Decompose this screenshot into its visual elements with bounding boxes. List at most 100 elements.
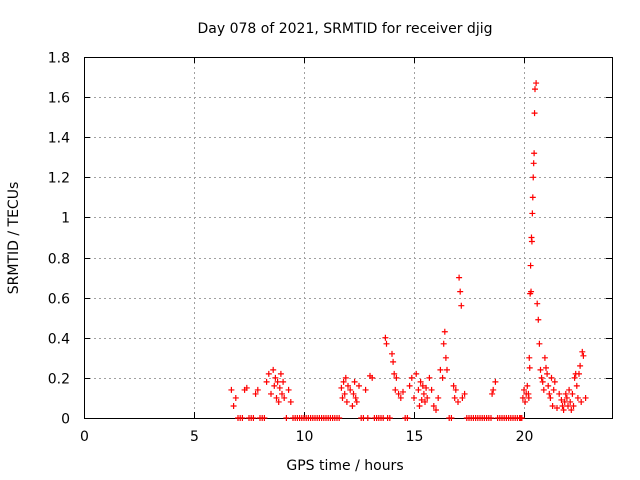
data-point: [563, 394, 570, 401]
data-point: [424, 394, 431, 401]
data-point: [283, 415, 290, 421]
data-point: [389, 350, 395, 357]
data-point: [456, 274, 463, 281]
data-point: [274, 378, 281, 385]
data-point: [280, 378, 287, 385]
data-point: [228, 386, 235, 393]
data-point: [574, 394, 581, 401]
data-point: [442, 354, 449, 361]
data-point: [243, 384, 250, 391]
data-point: [551, 378, 558, 385]
data-point: [433, 406, 439, 413]
data-point: [343, 398, 350, 405]
data-point: [558, 396, 565, 403]
data-point: [263, 378, 270, 385]
data-point: [397, 394, 404, 401]
data-point: [345, 382, 351, 389]
y-tick-label: 0.6: [48, 292, 70, 308]
data-point: [489, 390, 496, 397]
data-point: [390, 358, 397, 365]
data-point: [418, 396, 425, 403]
data-point: [543, 364, 549, 371]
data-point: [545, 382, 552, 389]
data-point: [534, 300, 541, 307]
data-point: [287, 398, 294, 405]
data-point: [556, 390, 563, 397]
y-tick-label: 1.2: [48, 171, 70, 187]
data-point: [411, 394, 417, 401]
data-point: [404, 415, 411, 421]
data-point: [279, 390, 285, 397]
y-axis-label: SRMTID / TECUs: [6, 182, 22, 295]
data-point: [567, 398, 574, 405]
data-point: [576, 370, 582, 377]
data-point: [521, 386, 527, 393]
data-point: [527, 262, 534, 269]
data-point: [416, 402, 423, 409]
data-point: [559, 402, 566, 409]
data-point: [356, 382, 362, 389]
y-tick-label: 1: [61, 211, 70, 227]
data-point: [524, 382, 531, 389]
data-point: [268, 390, 274, 397]
data-point: [338, 384, 345, 391]
data-point: [423, 384, 430, 391]
data-point: [530, 174, 537, 181]
data-point: [426, 374, 433, 381]
x-tick-label: 15: [406, 429, 424, 445]
data-point: [522, 398, 529, 405]
data-point: [538, 374, 545, 381]
data-point: [353, 398, 360, 405]
data-point: [562, 390, 569, 397]
data-point: [539, 378, 546, 385]
y-tick-label: 0.2: [48, 372, 70, 388]
data-point: [578, 398, 585, 405]
data-point: [272, 374, 279, 381]
data-point: [422, 398, 428, 405]
data-point: [550, 386, 557, 393]
data-point: [391, 370, 398, 377]
data-point: [230, 402, 237, 409]
data-points: [228, 80, 589, 421]
data-point: [352, 394, 359, 401]
data-point: [393, 374, 400, 381]
data-point: [285, 386, 292, 393]
data-point: [492, 378, 499, 385]
data-point: [420, 390, 427, 397]
data-point: [430, 402, 437, 409]
data-point: [579, 348, 586, 355]
data-point: [568, 406, 575, 413]
data-point: [571, 374, 578, 381]
data-point: [419, 382, 426, 389]
data-point: [415, 386, 422, 393]
data-point: [536, 340, 543, 347]
data-point: [570, 402, 577, 409]
data-point: [569, 390, 576, 397]
data-point: [275, 398, 282, 405]
data-point: [369, 374, 376, 381]
data-point: [440, 340, 447, 347]
y-tick-label: 0.4: [48, 332, 70, 348]
data-point: [351, 378, 358, 385]
data-point: [341, 390, 348, 397]
data-point: [540, 386, 547, 393]
data-point: [349, 402, 356, 409]
data-point: [347, 386, 354, 393]
data-point: [531, 150, 538, 157]
tick-layer: 0 5 10 15 20 0 0.2 0.4 0.6 0.8 1 1.2 1.4 1.6 1.8: [48, 51, 612, 445]
data-point: [336, 415, 343, 421]
data-point: [252, 390, 259, 397]
data-point: [417, 378, 424, 385]
data-point: [406, 382, 413, 389]
data-point: [437, 366, 444, 373]
data-point: [518, 415, 525, 421]
data-point: [532, 86, 538, 93]
data-point: [528, 238, 535, 245]
x-tick-label: 5: [190, 429, 199, 445]
data-point: [537, 366, 544, 373]
data-point: [273, 394, 280, 401]
y-tick-label: 1.4: [48, 131, 70, 147]
data-point: [573, 382, 580, 389]
data-point: [239, 415, 246, 421]
